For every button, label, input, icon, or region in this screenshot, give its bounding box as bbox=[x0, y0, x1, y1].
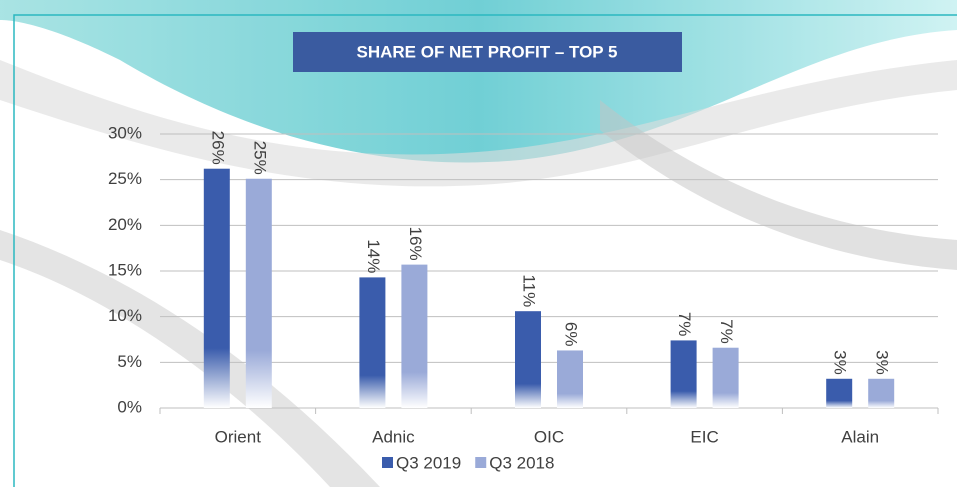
x-tick-label: Alain bbox=[841, 427, 879, 446]
data-label: 26% bbox=[208, 131, 227, 165]
data-label: 11% bbox=[520, 274, 539, 307]
data-label: 7% bbox=[675, 312, 694, 337]
bar bbox=[826, 378, 853, 408]
y-tick-label: 30% bbox=[108, 123, 142, 142]
bar bbox=[670, 340, 697, 408]
y-tick-label: 10% bbox=[108, 306, 142, 325]
data-label: 6% bbox=[562, 322, 581, 347]
data-label: 3% bbox=[873, 350, 892, 375]
legend-label: Q3 2019 bbox=[396, 453, 461, 472]
frame bbox=[13, 14, 957, 487]
bar bbox=[557, 350, 583, 408]
x-tick-label: Adnic bbox=[372, 427, 415, 446]
bar bbox=[203, 168, 230, 408]
bar bbox=[401, 264, 428, 408]
data-label: 25% bbox=[250, 141, 269, 175]
bar bbox=[245, 178, 272, 408]
legend-swatch bbox=[382, 457, 393, 468]
legend-swatch bbox=[475, 457, 487, 468]
x-tick-label: EIC bbox=[690, 427, 718, 446]
x-tick-label: Orient bbox=[215, 427, 262, 446]
data-label: 14% bbox=[364, 239, 383, 273]
bar bbox=[712, 347, 739, 408]
data-label: 16% bbox=[406, 227, 425, 261]
y-tick-label: 20% bbox=[108, 215, 142, 234]
y-tick-label: 25% bbox=[108, 169, 142, 188]
bar bbox=[515, 311, 541, 408]
legend-label: Q3 2018 bbox=[489, 453, 554, 472]
bar bbox=[359, 277, 386, 408]
bar bbox=[868, 378, 895, 408]
title-box bbox=[293, 32, 682, 72]
data-label: 3% bbox=[831, 350, 850, 375]
x-tick-label: OIC bbox=[534, 427, 564, 446]
y-tick-label: 15% bbox=[108, 260, 142, 279]
y-tick-label: 5% bbox=[117, 352, 142, 371]
y-tick-label: 0% bbox=[117, 397, 142, 416]
chart-title: SHARE OF NET PROFIT – TOP 5 bbox=[356, 42, 617, 61]
data-label: 7% bbox=[717, 319, 736, 344]
